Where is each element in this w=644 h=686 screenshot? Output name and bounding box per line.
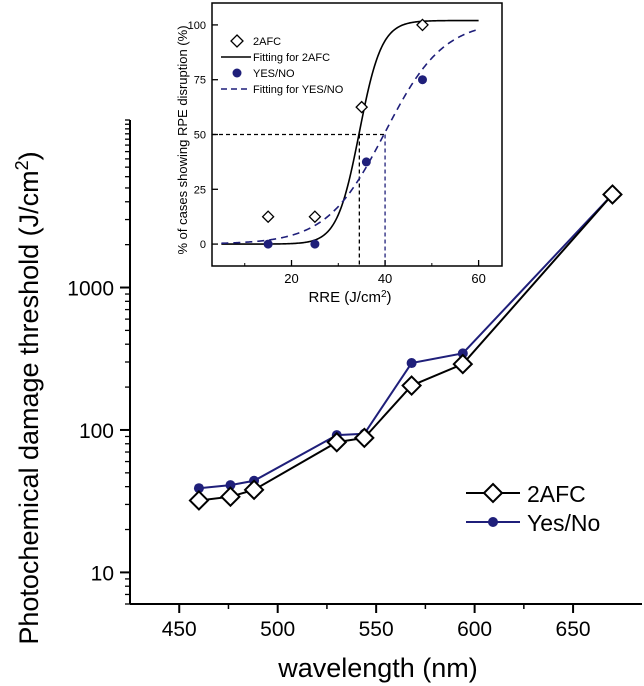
main-y-tick-label: 100 [79,420,114,443]
inset-point-yes-no [417,75,427,85]
main-point-yes-no [193,483,204,494]
main-series [188,184,623,511]
main-point-2afc [243,479,265,501]
main-legend: 2AFC Yes/No [466,481,600,536]
main-point-2afc [452,353,474,375]
main-y-axis-label-close: ) [14,151,44,160]
inset-x-axis-label-close: ) [387,289,392,306]
inset-ticks [212,24,480,266]
inset-point-yes-no [310,239,320,249]
inset-x-tick-label: 60 [471,271,485,286]
inset-reference-lines [212,133,386,266]
main-y-axis-label: Photochemical damage threshold (J/cm2) [12,151,44,644]
main-point-2afc [401,375,423,396]
inset-tick-labels: 20 40 60 0 25 50 75 100 [188,20,486,286]
main-point-yes-no [457,348,468,359]
main-point-2afc [353,427,375,449]
inset-chart: 20 40 60 0 25 50 75 100 RRE (J/cm2) % of cases … [175,2,503,307]
main-x-tick-label: 450 [162,618,197,641]
inset-frame [211,2,503,267]
legend-marker-2afc [482,482,504,504]
main-point-2afc [220,486,241,508]
legend-marker-yes-no [488,517,498,527]
main-ticks [120,119,575,613]
main-point-yes-no [225,480,236,491]
main-x-tick-label: 550 [359,618,394,641]
inset-x-tick-label: 20 [284,271,298,286]
inset-x-axis-label-text: RRE (J/cm [308,289,381,306]
main-point-yes-no [406,358,417,369]
inset-legend-label-fit-yes-no: Fitting for YES/NO [253,84,344,96]
main-y-tick-label: 10 [91,562,114,585]
main-y-tick-label: 1000 [67,278,114,301]
inset-legend-marker-2afc [230,34,244,48]
inset-y-tick-label: 100 [188,20,206,32]
main-point-2afc [326,431,348,453]
inset-y-tick-label: 25 [194,184,206,196]
main-x-tick-label: 650 [556,618,591,641]
main-y-axis-label-superscript: 2 [12,160,32,170]
main-y-axis-label-text: Photochemical damage threshold (J/cm [14,170,44,644]
main-x-tick-label: 500 [260,618,295,641]
inset-x-axis-label-superscript: 2 [381,289,387,300]
inset-x-tick-label: 40 [378,271,392,286]
main-x-axis-label: wavelength (nm) [277,653,478,683]
inset-fit-curve-fitting-for-yes-no [221,28,479,245]
inset-y-tick-label: 75 [194,75,206,87]
inset-series [261,18,429,249]
inset-point-yes-no [361,157,371,167]
inset-legend-marker-yes-no [232,68,242,78]
main-x-tick-label: 600 [457,618,492,641]
main-point-2afc [188,490,210,511]
legend-label-yes-no: Yes/No [527,510,600,536]
main-tick-labels: 450 500 550 600 650 10 100 1000 [67,278,590,641]
inset-legend: 2AFC Fitting for 2AFC YES/NO Fitting for… [221,34,344,96]
inset-point-2afc [308,210,322,224]
inset-point-yes-no [263,239,273,249]
inset-legend-label-yes-no: YES/NO [253,68,295,80]
inset-x-axis-label: RRE (J/cm2) [308,289,391,307]
inset-legend-label-2afc: 2AFC [253,36,281,48]
inset-point-2afc [355,100,369,114]
inset-y-tick-label: 0 [200,239,206,251]
main-point-2afc [602,184,623,205]
inset-point-2afc [416,18,429,32]
inset-y-tick-label: 50 [194,130,206,142]
legend-label-2afc: 2AFC [527,481,586,507]
inset-point-2afc [261,210,275,224]
inset-legend-label-fit-2afc: Fitting for 2AFC [253,52,330,64]
inset-y-axis-label: % of cases showing RPE disruption (%) [175,25,190,254]
